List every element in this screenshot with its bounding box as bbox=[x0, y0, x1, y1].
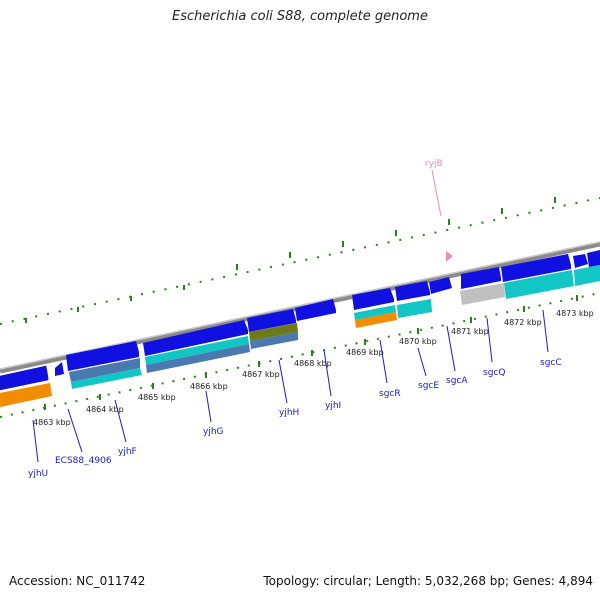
rna-label-ryjB: ryjB bbox=[425, 159, 443, 169]
kbp-label: 4867 kbp bbox=[242, 370, 280, 379]
rna-feature: ryjB bbox=[425, 159, 453, 262]
gene-label-yjhF: yjhF bbox=[118, 447, 137, 457]
gene-label-sgcA: sgcA bbox=[446, 376, 468, 386]
gene-labels: yjhU ECS88_4906 yjhF yjhG yjhH yjhI sgcR… bbox=[28, 358, 562, 479]
gene-label-sgcE: sgcE bbox=[418, 381, 439, 391]
category-bars bbox=[0, 265, 600, 407]
rna-marker-icon bbox=[446, 251, 453, 262]
kbp-labels: 4863 kbp 4864 kbp 4865 kbp 4866 kbp 4867… bbox=[33, 309, 594, 427]
kbp-label: 4871 kbp bbox=[451, 327, 489, 336]
kbp-label: 4870 kbp bbox=[399, 337, 437, 346]
gene-label-ECS88_4906: ECS88_4906 bbox=[55, 456, 112, 466]
accession-text: Accession: NC_011742 bbox=[9, 574, 146, 588]
gene-label-yjhH: yjhH bbox=[279, 408, 299, 418]
gene-leader-lines bbox=[32, 309, 549, 463]
gene-label-yjhU: yjhU bbox=[28, 469, 48, 479]
outer-tick-track bbox=[0, 197, 600, 325]
kbp-label: 4873 kbp bbox=[556, 309, 594, 318]
topology-text: Topology: circular; Length: 5,032,268 bp… bbox=[263, 574, 593, 588]
kbp-label: 4864 kbp bbox=[86, 405, 124, 414]
gene-label-yjhG: yjhG bbox=[203, 427, 224, 437]
gene-label-sgcR: sgcR bbox=[379, 389, 401, 399]
gene-label-yjhI: yjhI bbox=[325, 401, 341, 411]
map-title: Escherichia coli S88, complete genome bbox=[172, 9, 428, 24]
forward-strand-genes bbox=[0, 250, 600, 391]
kbp-label: 4872 kbp bbox=[504, 318, 542, 327]
gene-label-sgcC: sgcC bbox=[540, 358, 562, 368]
gene-label-sgcQ: sgcQ bbox=[483, 368, 505, 378]
kbp-label: 4865 kbp bbox=[138, 393, 176, 402]
kbp-label: 4869 kbp bbox=[346, 348, 384, 357]
kbp-label: 4866 kbp bbox=[190, 382, 228, 391]
kbp-label: 4863 kbp bbox=[33, 418, 71, 427]
inner-tick-track bbox=[0, 292, 600, 418]
kbp-label: 4868 kbp bbox=[294, 359, 332, 368]
